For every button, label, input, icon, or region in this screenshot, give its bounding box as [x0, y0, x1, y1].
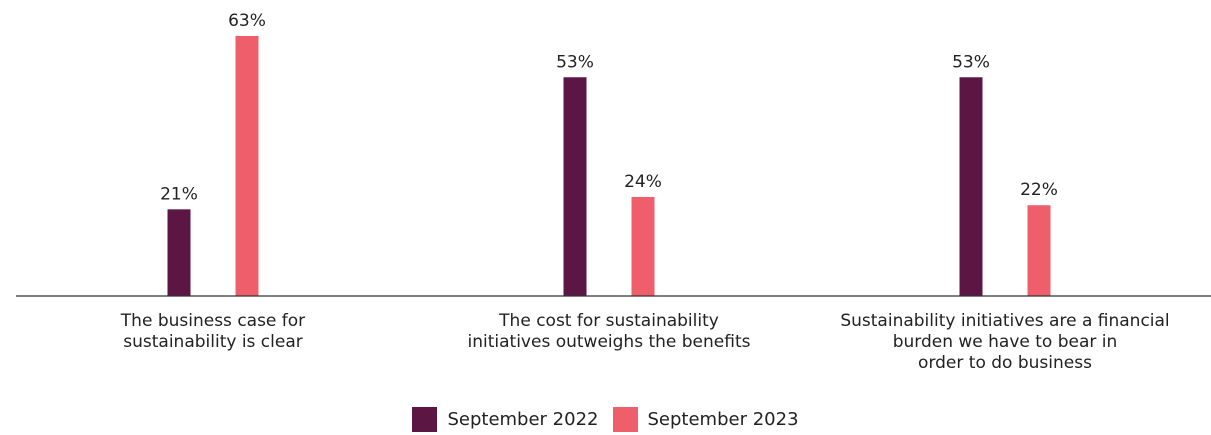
- legend: September 2022 September 2023: [0, 406, 1211, 432]
- bar-3-series-2: [1027, 205, 1051, 296]
- data-label-2-series-2: 24%: [624, 172, 662, 192]
- category-label-2-line-2: initiatives outweighs the benefits: [468, 332, 751, 352]
- category-label-3-line-1: Sustainability initiatives are a financi…: [840, 311, 1169, 331]
- legend-item-2022: September 2022: [412, 406, 599, 432]
- bar-3-series-1: [959, 77, 983, 297]
- bar-1-series-2: [235, 36, 259, 296]
- category-label-2-line-1: The cost for sustainability: [498, 311, 719, 331]
- legend-label-2022: September 2022: [447, 408, 599, 430]
- category-label-1-line-2: sustainability is clear: [123, 332, 303, 352]
- bar-2-series-1: [563, 77, 587, 297]
- legend-label-2023: September 2023: [647, 408, 799, 430]
- bar-chart: 21% 63% The business case forsustainabilit…: [16, 11, 1211, 373]
- data-label-3-series-2: 22%: [1020, 180, 1058, 200]
- legend-item-2023: September 2023: [612, 406, 799, 432]
- legend-swatch-2023: [612, 406, 638, 432]
- legend-swatch-2022: [412, 406, 438, 432]
- category-label-3-line-3: order to do business: [918, 353, 1092, 373]
- bar-1-series-1: [167, 209, 191, 296]
- data-label-2-series-1: 53%: [556, 52, 594, 72]
- bar-2-series-2: [631, 196, 655, 296]
- category-label-1-line-1: The business case for: [120, 311, 305, 331]
- data-label-1-series-1: 21%: [160, 184, 198, 204]
- data-label-3-series-1: 53%: [952, 52, 990, 72]
- category-label-3-line-2: burden we have to bear in: [893, 332, 1118, 352]
- data-label-1-series-2: 63%: [228, 11, 266, 31]
